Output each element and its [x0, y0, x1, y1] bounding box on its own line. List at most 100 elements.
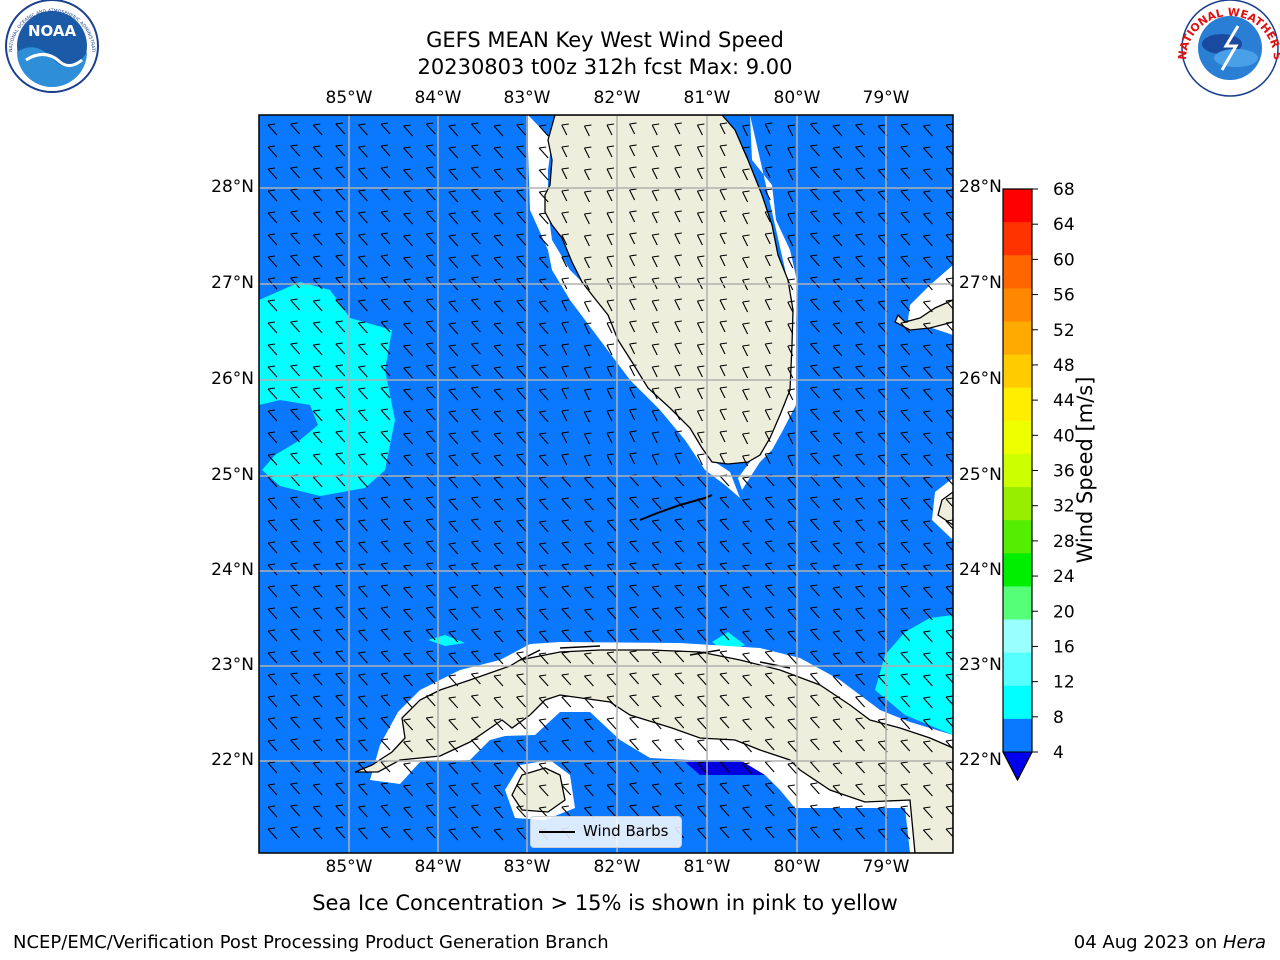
wind-barb	[290, 540, 301, 553]
wind-barb	[312, 343, 323, 356]
wind-barb	[945, 761, 953, 772]
wind-barb	[425, 144, 436, 157]
wind-barb	[809, 694, 820, 707]
wind-barb	[651, 497, 662, 510]
wind-barb	[357, 343, 368, 356]
wind-barb	[742, 234, 750, 247]
wind-barb	[516, 541, 527, 554]
wind-barb	[832, 366, 843, 379]
wind-barb	[357, 145, 368, 158]
wind-barb	[606, 497, 617, 510]
wind-barb	[855, 409, 866, 422]
wind-barb	[945, 607, 953, 618]
wind-barb	[629, 298, 637, 311]
wind-barb	[448, 168, 459, 181]
wind-barb	[945, 453, 953, 464]
wind-barb	[312, 321, 323, 334]
wind-barb	[267, 541, 278, 554]
wind-barb	[606, 519, 617, 532]
wind-barb	[922, 674, 933, 687]
wind-barb	[448, 652, 459, 665]
wind-barb	[561, 761, 572, 774]
wind-barb	[357, 585, 368, 598]
colorbar-segment-6	[1003, 387, 1032, 422]
wind-barb	[290, 276, 301, 289]
lat-tick-left-6: 22°N	[211, 750, 254, 770]
wind-barb	[606, 409, 615, 422]
host-name: Hera	[1222, 932, 1266, 953]
wind-barb	[922, 630, 933, 643]
wind-barb	[764, 342, 773, 355]
wind-barb	[719, 628, 730, 641]
wind-barb	[380, 584, 391, 597]
wind-barb	[516, 607, 527, 620]
wind-barb	[855, 189, 866, 202]
wind-barb	[470, 540, 481, 553]
wind-barb	[312, 519, 323, 532]
wind-barb	[335, 738, 346, 751]
wind-barb	[335, 650, 346, 663]
wind-barb	[267, 167, 278, 180]
wind-barb	[448, 740, 459, 753]
wind-barb	[403, 410, 414, 423]
wind-barb	[493, 586, 504, 599]
lat-tick-right-2: 26°N	[959, 369, 1002, 389]
wind-barb	[719, 122, 728, 135]
wind-barb	[922, 366, 933, 379]
wind-barb	[674, 496, 685, 509]
wind-barb	[312, 453, 323, 466]
wind-barb	[380, 232, 391, 245]
wind-barb	[561, 805, 572, 818]
wind-barb	[809, 562, 820, 575]
wind-barb	[945, 739, 953, 750]
wind-barb	[470, 496, 481, 509]
wind-barb	[606, 211, 615, 224]
colorbar-frame	[1002, 188, 1033, 782]
wind-barb	[674, 606, 685, 619]
wind-barb	[335, 584, 346, 597]
wind-barb	[787, 828, 798, 841]
wind-barb	[380, 694, 391, 707]
wind-barb	[403, 234, 414, 247]
wind-barb	[516, 629, 527, 642]
colorbar-tick-label-5: 48	[1053, 356, 1075, 376]
wind-barb	[764, 694, 775, 707]
wind-barb	[900, 167, 911, 180]
wind-barb	[809, 364, 820, 377]
wind-barb	[493, 454, 504, 467]
wind-barb	[651, 123, 660, 136]
wind-barb	[719, 518, 730, 531]
wind-barb	[448, 586, 459, 599]
wind-barb	[855, 343, 866, 356]
wind-barb	[900, 761, 911, 774]
wind-barb	[380, 122, 391, 135]
wind-barb	[696, 585, 707, 598]
wind-barb	[335, 408, 346, 421]
wind-barb	[696, 255, 705, 268]
wind-barb	[787, 388, 795, 401]
wind-barb	[470, 408, 481, 421]
wind-barb	[809, 672, 820, 685]
wind-barb	[448, 146, 459, 159]
wind-barb	[855, 607, 866, 620]
wind-barb	[855, 717, 866, 730]
wind-barb	[312, 211, 323, 224]
wind-barb	[855, 321, 866, 334]
wind-barb	[403, 806, 414, 819]
wind-barb	[516, 651, 527, 664]
wind-barb	[335, 782, 346, 795]
wind-barb	[470, 606, 481, 619]
wind-barb	[832, 410, 843, 423]
wind-barb	[380, 650, 391, 663]
wind-barb	[787, 278, 795, 291]
wind-barb	[855, 673, 866, 686]
wind-barb	[583, 212, 592, 225]
wind-barb	[606, 541, 617, 554]
wind-barb	[403, 322, 414, 335]
wind-barb	[629, 408, 637, 421]
wind-barb	[448, 234, 459, 247]
wind-barb	[425, 364, 436, 377]
wind-barb	[764, 672, 775, 685]
wind-barb	[900, 497, 911, 510]
